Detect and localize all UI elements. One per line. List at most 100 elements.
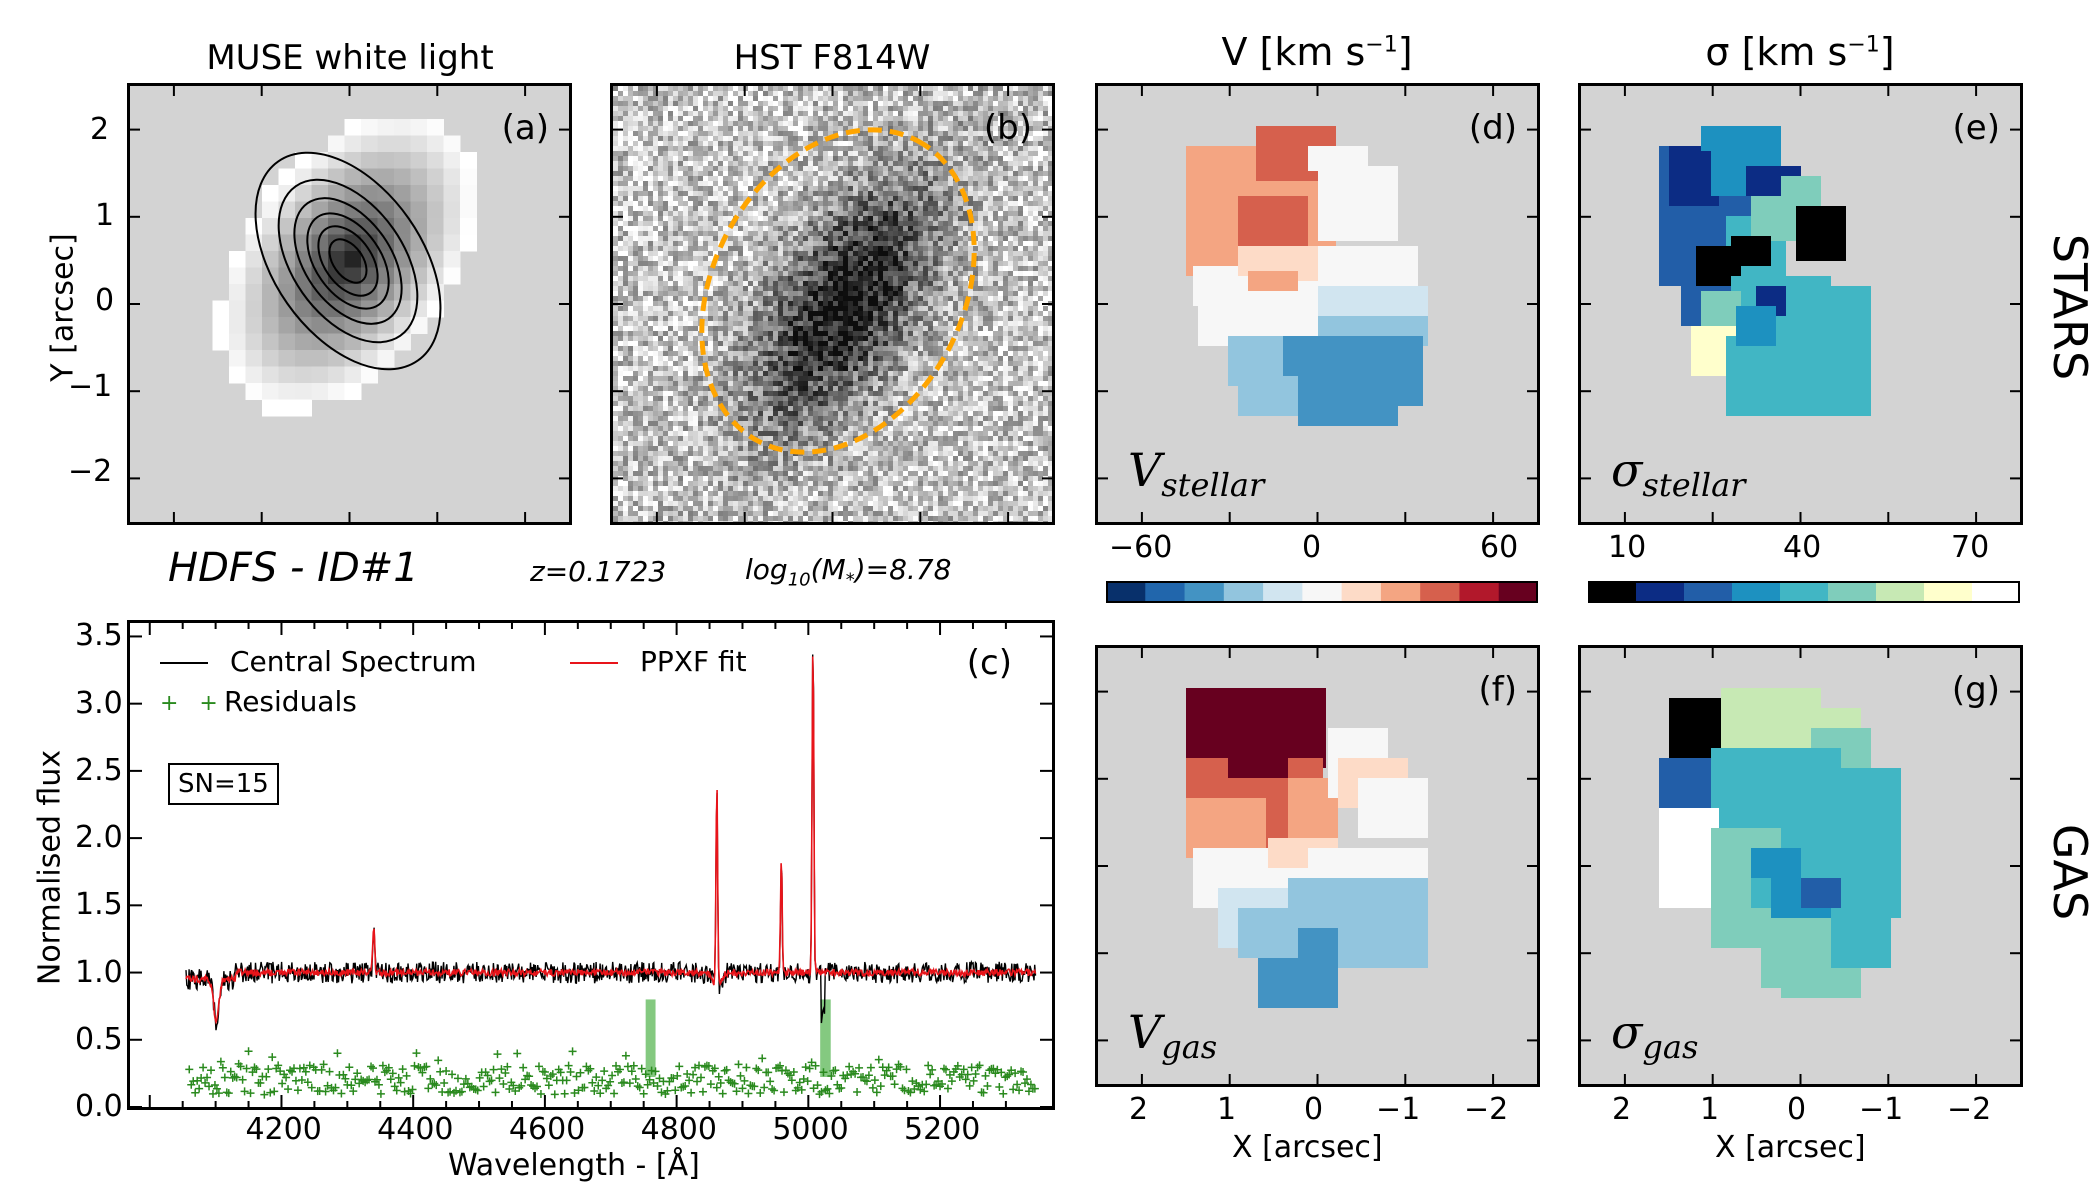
hst-pixel <box>708 146 713 151</box>
hst-pixel <box>723 321 728 326</box>
hst-pixel <box>628 276 633 281</box>
hst-pixel <box>868 461 873 466</box>
hst-pixel <box>853 391 858 396</box>
hst-pixel <box>638 376 643 381</box>
hst-pixel <box>613 376 618 381</box>
hst-pixel <box>628 186 633 191</box>
hst-pixel <box>638 276 643 281</box>
hst-pixel <box>663 471 668 476</box>
hst-pixel <box>773 91 778 96</box>
hst-pixel <box>663 176 668 181</box>
muse-pixel <box>443 185 461 202</box>
hst-pixel <box>858 336 863 341</box>
hst-pixel <box>643 381 648 386</box>
hst-pixel <box>863 206 868 211</box>
hst-pixel <box>688 206 693 211</box>
hst-pixel <box>733 341 738 346</box>
hst-pixel <box>828 516 833 521</box>
hst-pixel <box>863 271 868 276</box>
hst-pixel <box>838 286 843 291</box>
hst-pixel <box>638 206 643 211</box>
hst-pixel <box>863 256 868 261</box>
hst-pixel <box>613 186 618 191</box>
hst-pixel <box>798 366 803 371</box>
hst-pixel <box>828 146 833 151</box>
hst-pixel <box>738 176 743 181</box>
hst-pixel <box>673 326 678 331</box>
hst-pixel <box>693 491 698 496</box>
hst-pixel <box>843 91 848 96</box>
hst-pixel <box>638 96 643 101</box>
hst-pixel <box>628 241 633 246</box>
hst-pixel <box>738 291 743 296</box>
hst-pixel <box>683 286 688 291</box>
hst-pixel <box>758 326 763 331</box>
hst-pixel <box>688 241 693 246</box>
hst-pixel <box>778 161 783 166</box>
hst-pixel <box>613 306 618 311</box>
hst-pixel <box>778 426 783 431</box>
hst-pixel <box>648 156 653 161</box>
hst-pixel <box>723 431 728 436</box>
hst-pixel <box>868 246 873 251</box>
hst-pixel <box>703 511 708 516</box>
hst-pixel <box>873 206 878 211</box>
hst-pixel <box>798 286 803 291</box>
hst-pixel <box>688 516 693 521</box>
hst-pixel <box>878 236 883 241</box>
hst-pixel <box>638 151 643 156</box>
hst-pixel <box>778 221 783 226</box>
hst-pixel <box>758 196 763 201</box>
hst-pixel <box>628 181 633 186</box>
hst-pixel <box>838 271 843 276</box>
hst-pixel <box>633 306 638 311</box>
hst-pixel <box>878 241 883 246</box>
hst-pixel <box>773 321 778 326</box>
hst-pixel <box>728 486 733 491</box>
hst-pixel <box>633 291 638 296</box>
hst-pixel <box>763 301 768 306</box>
hst-pixel <box>863 446 868 451</box>
hst-pixel <box>848 296 853 301</box>
hst-pixel <box>833 386 838 391</box>
hst-pixel <box>848 361 853 366</box>
hst-pixel <box>668 196 673 201</box>
hst-pixel <box>673 241 678 246</box>
hst-pixel <box>838 391 843 396</box>
hst-pixel <box>753 501 758 506</box>
hst-pixel <box>848 456 853 461</box>
hst-pixel <box>773 231 778 236</box>
hst-pixel <box>643 326 648 331</box>
hst-pixel <box>788 301 793 306</box>
hst-pixel <box>848 86 853 91</box>
hst-pixel <box>878 271 883 276</box>
hst-pixel <box>748 416 753 421</box>
hst-pixel <box>648 461 653 466</box>
hst-pixel <box>853 451 858 456</box>
hst-pixel <box>853 86 858 91</box>
hst-pixel <box>733 256 738 261</box>
hst-pixel <box>643 361 648 366</box>
hst-pixel <box>673 366 678 371</box>
hst-pixel <box>708 506 713 511</box>
hst-pixel <box>843 331 848 336</box>
hst-pixel <box>713 151 718 156</box>
hst-pixel <box>768 251 773 256</box>
hst-pixel <box>753 176 758 181</box>
hst-pixel <box>863 216 868 221</box>
hst-pixel <box>823 331 828 336</box>
hst-pixel <box>773 381 778 386</box>
hst-pixel <box>648 226 653 231</box>
hst-pixel <box>803 421 808 426</box>
hst-pixel <box>703 141 708 146</box>
hst-pixel <box>653 331 658 336</box>
hst-pixel <box>638 186 643 191</box>
hst-pixel <box>758 421 763 426</box>
hst-pixel <box>853 286 858 291</box>
hst-pixel <box>653 256 658 261</box>
hst-pixel <box>783 376 788 381</box>
hst-pixel <box>798 456 803 461</box>
hst-pixel <box>793 231 798 236</box>
hst-pixel <box>638 126 643 131</box>
hst-pixel <box>813 366 818 371</box>
